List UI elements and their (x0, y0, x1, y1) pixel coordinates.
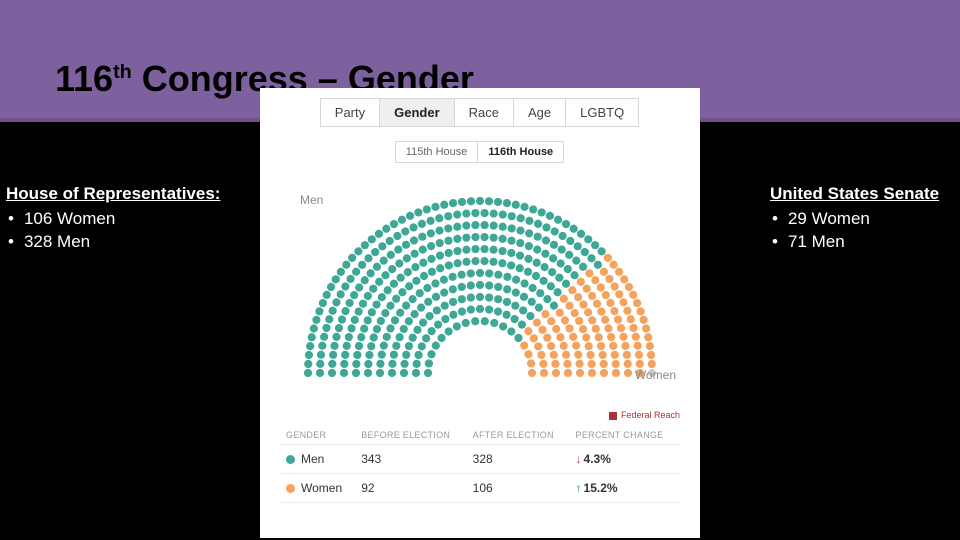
hemicycle-wrap: Men Women (260, 173, 700, 408)
row-after: 106 (467, 474, 570, 503)
tabs-sub: 115th House116th House (260, 141, 700, 163)
table-body: Men 3433284.3% Women 9210615.2% (280, 445, 680, 503)
row-pct: 4.3% (570, 445, 680, 474)
row-label: Men (301, 452, 324, 466)
legend-note: Federal Reach (260, 410, 700, 420)
subtab-115th-house[interactable]: 115th House (395, 141, 479, 163)
row-pct: 15.2% (570, 474, 680, 503)
senate-item-men: 71 Men (770, 231, 939, 254)
senate-item-women: 29 Women (770, 208, 939, 231)
swatch-icon (286, 455, 295, 464)
row-after: 328 (467, 445, 570, 474)
tabs-main: PartyGenderRaceAgeLGBTQ (260, 98, 700, 127)
tab-race[interactable]: Race (454, 98, 514, 127)
tab-gender[interactable]: Gender (379, 98, 455, 127)
row-label: Women (301, 481, 342, 495)
table-col-2: AFTER ELECTION (467, 426, 570, 445)
house-item-men: 328 Men (6, 231, 220, 254)
senate-list: 29 Women 71 Men (770, 208, 939, 254)
house-list: 106 Women 328 Men (6, 208, 220, 254)
table-col-1: BEFORE ELECTION (355, 426, 466, 445)
subtab-116th-house[interactable]: 116th House (477, 141, 564, 163)
table-header-row: GENDERBEFORE ELECTIONAFTER ELECTIONPERCE… (280, 426, 680, 445)
row-before: 343 (355, 445, 466, 474)
senate-heading: United States Senate (770, 183, 939, 206)
row-before: 92 (355, 474, 466, 503)
title-number: 116 (55, 58, 113, 99)
table-row: Women 9210615.2% (280, 474, 680, 503)
tab-age[interactable]: Age (513, 98, 566, 127)
house-item-women: 106 Women (6, 208, 220, 231)
tab-party[interactable]: Party (320, 98, 380, 127)
table-col-0: GENDER (280, 426, 355, 445)
label-men: Men (300, 193, 323, 207)
table-row: Men 3433284.3% (280, 445, 680, 474)
tab-lgbtq[interactable]: LGBTQ (565, 98, 639, 127)
swatch-icon (286, 484, 295, 493)
title-ordinal: th (113, 61, 132, 83)
house-heading: House of Representatives: (6, 183, 220, 206)
table-col-3: PERCENT CHANGE (570, 426, 680, 445)
gender-table: GENDERBEFORE ELECTIONAFTER ELECTIONPERCE… (280, 426, 680, 503)
chart-panel: PartyGenderRaceAgeLGBTQ 115th House116th… (260, 88, 700, 538)
hemicycle-chart (290, 173, 670, 388)
house-summary: House of Representatives: 106 Women 328 … (6, 183, 220, 254)
label-women: Women (635, 368, 676, 382)
senate-summary: United States Senate 29 Women 71 Men (770, 183, 939, 254)
